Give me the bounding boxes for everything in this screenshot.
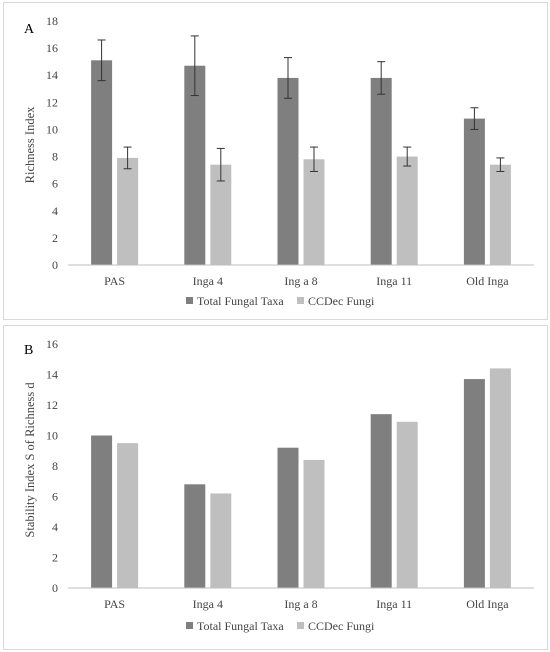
x-tick-label: PAS (104, 274, 125, 288)
x-tick-label: Old Inga (466, 597, 509, 611)
y-tick-label: 2 (52, 551, 58, 565)
x-tick-label: Inga 4 (193, 597, 223, 611)
y-tick-label: 10 (46, 429, 58, 443)
panel-b: 0 2 4 6 8 10 12 14 16 PAS Inga 4 Ing a 8 Inga 11 Old… (3, 325, 548, 650)
legend-swatch (186, 297, 193, 304)
bar-ccdec-fungi (396, 156, 418, 265)
bar-ccdec-fungi (303, 459, 325, 588)
y-tick-label: 12 (46, 398, 58, 412)
y-tick-label: 10 (46, 122, 58, 136)
y-tick-label: 4 (52, 204, 58, 218)
legend-swatch (186, 622, 193, 629)
legend-label: CCDec Fungi (308, 619, 375, 633)
y-tick-label: 8 (52, 459, 58, 473)
bar-total-fungal-taxa (463, 118, 485, 265)
chart-a: 0 2 4 6 8 10 12 14 16 18 PAS Inga 4 Ing a 8 Inga 11 O… (23, 14, 534, 308)
y-tick-label: 14 (46, 68, 58, 82)
bar-ccdec-fungi (396, 421, 418, 588)
y-tick-label: 0 (52, 581, 58, 595)
bar-ccdec-fungi (489, 164, 511, 265)
legend-swatch (297, 297, 304, 304)
x-tick-label: Ing a 8 (284, 274, 317, 288)
y-tick-label: 2 (52, 231, 58, 245)
x-tick-label: Inga 4 (193, 274, 223, 288)
x-tick-label: Old Inga (466, 274, 509, 288)
y-axis-label: Richness Index (23, 106, 37, 183)
y-axis-label: Stability Index S of Richness d (23, 382, 37, 538)
panel-a: 0 2 4 6 8 10 12 14 16 18 PAS Inga 4 Ing a 8 Inga 11 O… (3, 2, 548, 320)
y-tick-label: 18 (46, 14, 58, 28)
x-tick-label: PAS (104, 597, 125, 611)
y-tick-label: 6 (52, 177, 58, 191)
panel-label: A (24, 22, 35, 37)
y-tick-label: 14 (46, 368, 58, 382)
x-tick-label: Inga 11 (376, 597, 412, 611)
bar-ccdec-fungi (117, 443, 139, 588)
bar-ccdec-fungi (210, 493, 232, 588)
y-tick-label: 16 (46, 41, 58, 55)
bar-total-fungal-taxa (277, 77, 299, 265)
bar-total-fungal-taxa (370, 414, 392, 588)
legend-swatch (297, 622, 304, 629)
y-tick-label: 4 (52, 520, 58, 534)
x-tick-label: Inga 11 (376, 274, 412, 288)
legend-label: CCDec Fungi (308, 294, 375, 308)
bar-total-fungal-taxa (91, 435, 113, 588)
bar-ccdec-fungi (117, 157, 139, 265)
bar-ccdec-fungi (489, 368, 511, 588)
legend-label: Total Fungal Taxa (197, 294, 284, 308)
x-tick-label: Ing a 8 (284, 597, 317, 611)
y-tick-label: 8 (52, 150, 58, 164)
bar-total-fungal-taxa (184, 484, 206, 588)
legend-label: Total Fungal Taxa (197, 619, 284, 633)
bar-total-fungal-taxa (463, 379, 485, 588)
bar-total-fungal-taxa (370, 77, 392, 265)
bar-total-fungal-taxa (184, 65, 206, 265)
y-tick-label: 6 (52, 490, 58, 504)
bar-ccdec-fungi (303, 159, 325, 265)
panel-label: B (24, 343, 33, 358)
bar-ccdec-fungi (210, 164, 232, 265)
bar-total-fungal-taxa (277, 447, 299, 588)
y-tick-label: 16 (46, 337, 58, 351)
bar-total-fungal-taxa (91, 60, 113, 265)
y-tick-label: 0 (52, 258, 58, 272)
chart-b: 0 2 4 6 8 10 12 14 16 PAS Inga 4 Ing a 8 Inga 11 Old… (23, 337, 534, 633)
y-tick-label: 12 (46, 95, 58, 109)
